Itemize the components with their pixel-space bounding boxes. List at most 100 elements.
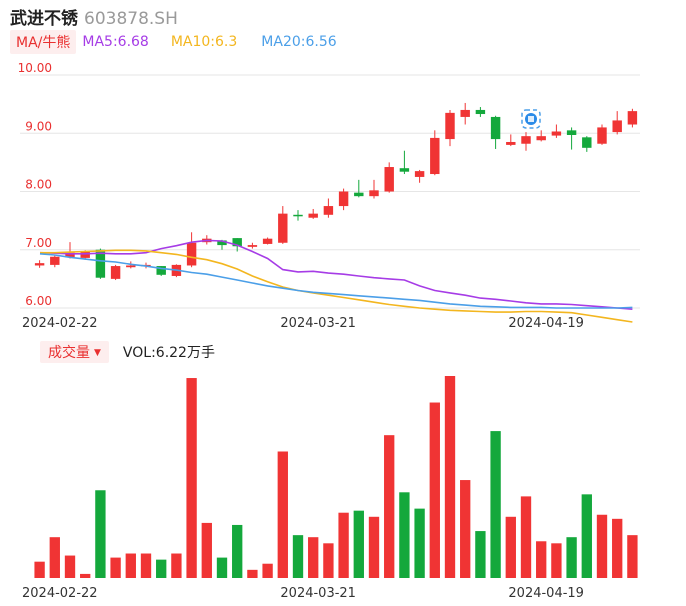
ma20-line [39, 253, 633, 309]
volume-bar [429, 402, 440, 578]
candle [110, 264, 121, 281]
volume-bar [581, 494, 592, 578]
volume-bar [95, 490, 106, 578]
volume-bar [292, 535, 304, 578]
volume-bar [125, 553, 136, 578]
candle [262, 237, 273, 245]
ma-indicator-selector[interactable]: MA/牛熊 [10, 30, 77, 54]
x-tick-label: 2024-02-22 [22, 586, 98, 601]
volume-bar [110, 557, 121, 578]
volume-bar [186, 378, 197, 578]
volume-bar [536, 541, 547, 578]
ma10-value: MA10:6.3 [170, 34, 238, 50]
price-date-axis: 2024-02-22 2024-03-21 2024-04-19 [22, 316, 584, 331]
volume-bar [612, 518, 623, 578]
candle [627, 108, 638, 128]
volume-bar [475, 531, 486, 578]
y-tick-label: 10.00 [18, 61, 52, 75]
volume-bar [368, 516, 380, 578]
candle [278, 206, 288, 244]
volume-bar [140, 553, 152, 578]
volume-bar [232, 524, 243, 578]
volume-indicator-selector[interactable]: 成交量 ▼ [40, 341, 109, 363]
volume-bar [156, 559, 167, 578]
candle [597, 124, 607, 145]
volume-legend: 成交量 ▼ VOL:6.22万手 [40, 341, 215, 363]
candle [582, 136, 592, 152]
volume-bar [384, 435, 395, 578]
candle [536, 130, 546, 142]
candle [34, 260, 45, 268]
candle [445, 109, 455, 147]
stock-header: 武进不锈 603878.SH [10, 4, 178, 29]
volume-bar [627, 535, 638, 578]
candle [354, 179, 364, 198]
candle [384, 162, 394, 193]
candle [414, 169, 425, 183]
volume-bar [414, 508, 425, 578]
y-tick-label: 6.00 [25, 294, 52, 308]
volume-indicator-label: 成交量 [48, 345, 90, 361]
volume-bar [490, 431, 501, 578]
candle [308, 208, 318, 219]
ma-legend: MA/牛熊 MA5:6.68 MA10:6.3 MA20:6.56 [10, 30, 337, 54]
volume-bar [49, 537, 60, 578]
volume-date-axis: 2024-02-22 2024-03-21 2024-04-19 [22, 586, 584, 601]
ma20-value: MA20:6.56 [261, 34, 337, 50]
y-tick-label: 7.00 [25, 236, 52, 250]
candle [612, 111, 622, 135]
volume-bar [262, 563, 273, 578]
volume-bar [338, 512, 349, 578]
volume-bar [34, 561, 45, 578]
ma10-line [40, 249, 633, 323]
y-tick-label: 8.00 [25, 178, 52, 192]
volume-bar [460, 480, 471, 578]
candle [430, 130, 440, 176]
candle [369, 179, 379, 199]
candle [566, 127, 577, 150]
candle [65, 242, 75, 259]
volume-bar [64, 555, 76, 578]
candle [506, 134, 516, 147]
volume-bar [201, 522, 212, 578]
candle [323, 198, 334, 218]
marker-icon[interactable] [521, 109, 541, 129]
volume-bar [277, 451, 288, 578]
stock-name: 武进不锈 [10, 9, 78, 29]
volume-bar [353, 510, 364, 578]
volume-bar [444, 376, 456, 578]
dropdown-arrow-icon: ▼ [94, 348, 101, 358]
volume-bar [596, 514, 608, 578]
candle [521, 132, 531, 151]
volume-bar [80, 573, 91, 578]
candle [338, 188, 349, 211]
x-tick-label: 2024-02-22 [22, 316, 98, 331]
y-tick-label: 9.00 [25, 119, 52, 133]
moving-average-lines [39, 239, 633, 323]
candle [475, 107, 486, 117]
candle [186, 232, 197, 268]
volume-bar [308, 537, 319, 578]
x-tick-label: 2024-04-19 [508, 586, 584, 601]
volume-value: VOL:6.22万手 [122, 345, 215, 361]
volume-bar [247, 569, 258, 578]
candle [551, 124, 562, 138]
volume-bar [551, 543, 562, 578]
candle [50, 255, 60, 268]
volume-bar [505, 516, 516, 578]
candle [399, 150, 410, 175]
volume-bar [399, 492, 410, 578]
stock-code: 603878.SH [84, 9, 178, 29]
candle [293, 210, 303, 221]
volume-bar [520, 496, 532, 578]
volume-bar [216, 557, 228, 578]
ma5-line [39, 239, 633, 310]
volume-bar [171, 553, 182, 578]
candle [490, 115, 501, 149]
x-tick-label: 2024-03-21 [280, 316, 356, 331]
candle [247, 242, 258, 249]
price-axis: 10.00 9.00 8.00 7.00 6.00 [18, 61, 52, 308]
candle [460, 102, 470, 125]
x-tick-label: 2024-03-21 [280, 586, 356, 601]
